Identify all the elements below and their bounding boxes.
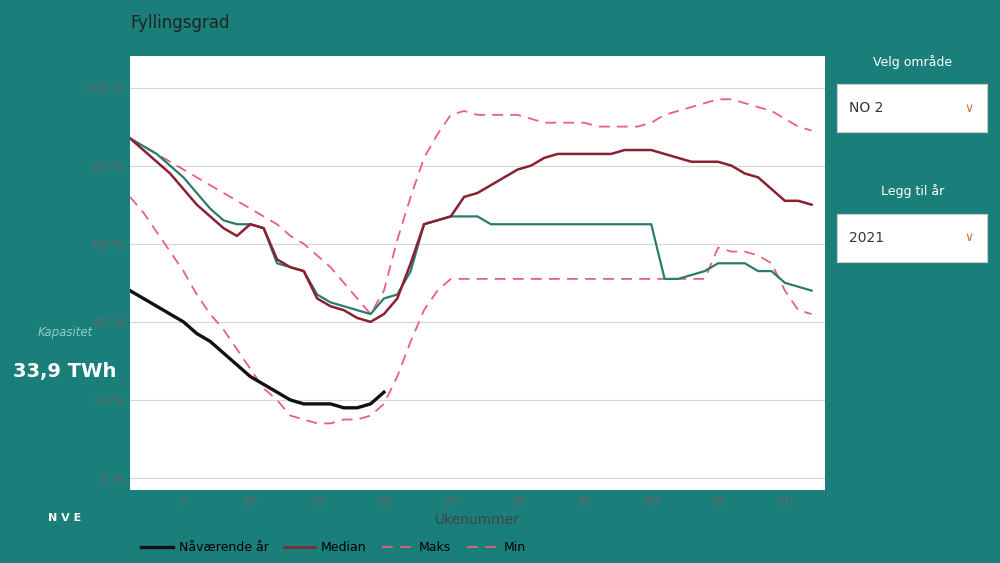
Text: ∨: ∨	[964, 102, 974, 115]
Text: N V E: N V E	[48, 513, 82, 523]
Legend: Nåværende år, Median, Maks, Min: Nåværende år, Median, Maks, Min	[136, 537, 531, 560]
Text: 2021: 2021	[849, 231, 884, 245]
Text: 33,9 TWh: 33,9 TWh	[13, 362, 117, 381]
Text: NO 2: NO 2	[849, 101, 883, 115]
Text: Legg til år: Legg til år	[881, 185, 944, 198]
Text: ∨: ∨	[964, 231, 974, 244]
Text: Kapasitet: Kapasitet	[37, 325, 93, 339]
Text: Fyllingsgrad: Fyllingsgrad	[130, 15, 230, 33]
Text: Velg område: Velg område	[873, 55, 952, 69]
X-axis label: Ukenummer: Ukenummer	[435, 513, 520, 527]
